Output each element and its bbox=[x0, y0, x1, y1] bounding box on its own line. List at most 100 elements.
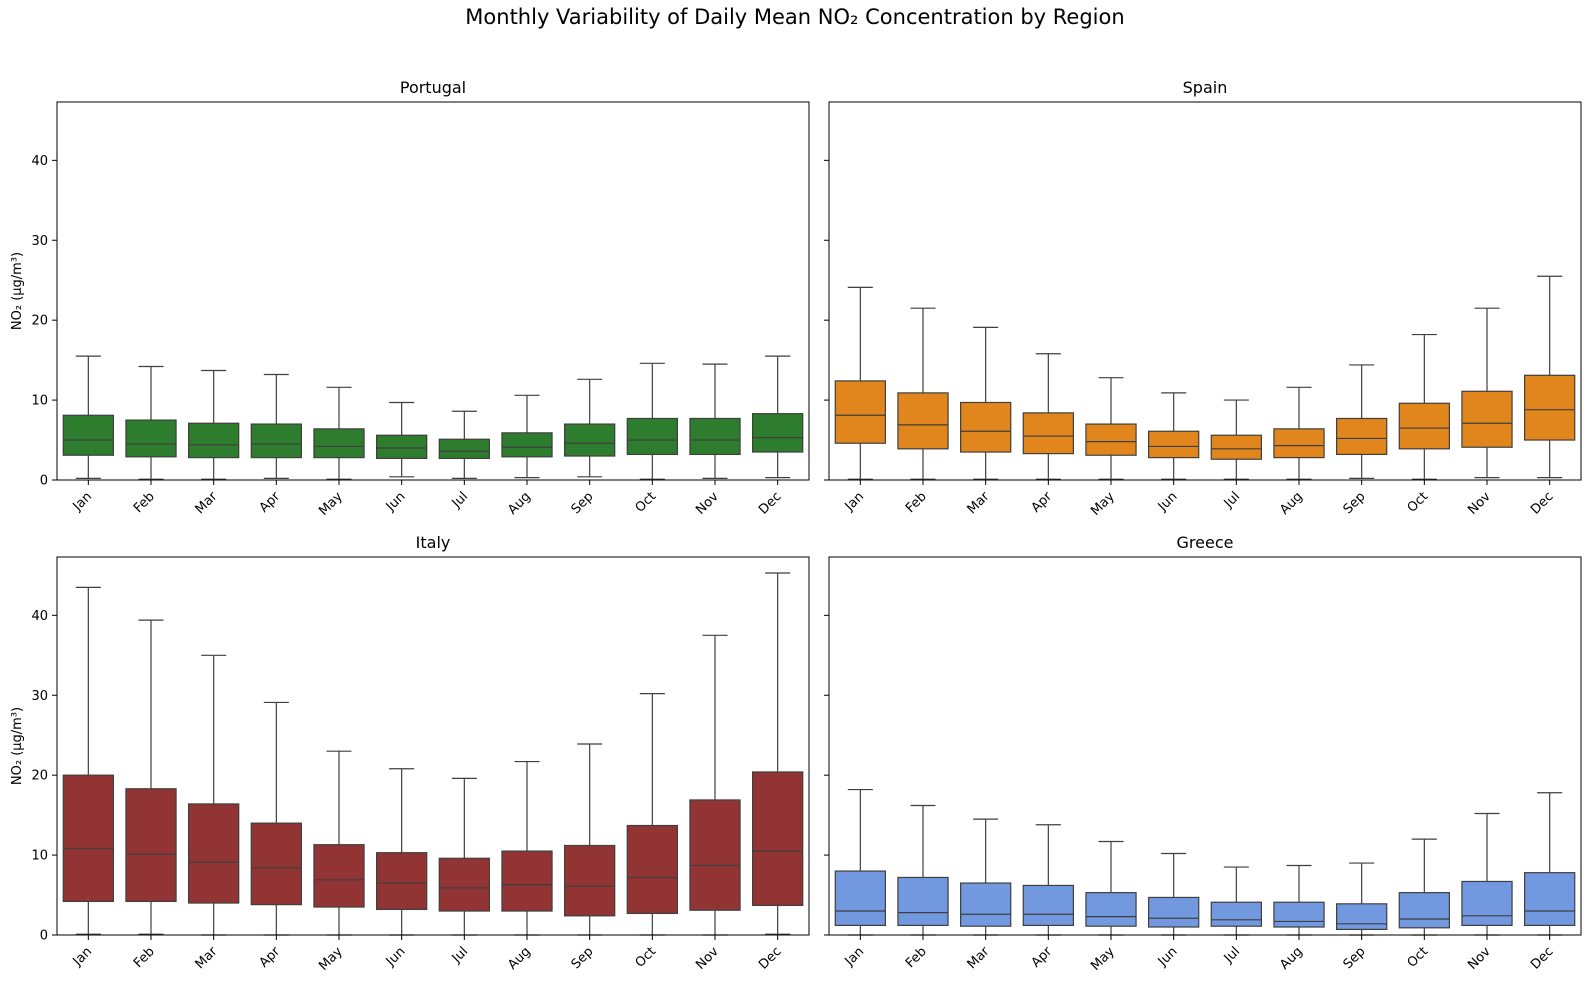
subplot-italy: Italy 0 10 20 30 40 NO₂ (µg/m³) Jan Feb Mar Apr May… bbox=[10, 533, 810, 974]
box-iqr bbox=[1210, 434, 1263, 460]
x-tick-label: Jul bbox=[449, 489, 471, 511]
box-sep bbox=[563, 378, 616, 478]
box-iqr bbox=[689, 799, 741, 911]
x-tick-label: Apr bbox=[1029, 489, 1056, 516]
box-may bbox=[313, 386, 365, 480]
box-iqr bbox=[1273, 901, 1325, 928]
x-tick-label: Feb bbox=[903, 489, 930, 516]
box-may bbox=[1085, 840, 1137, 936]
box-mar bbox=[188, 654, 240, 936]
x-tick-label: Oct bbox=[633, 489, 660, 516]
box-iqr bbox=[1022, 884, 1074, 927]
box-jan bbox=[62, 586, 115, 935]
y-axis-label: NO₂ (µg/m³) bbox=[10, 252, 25, 330]
box-iqr bbox=[834, 870, 886, 927]
box-iqr bbox=[250, 423, 302, 459]
x-tick-label: Aug bbox=[1277, 944, 1306, 973]
x-tick-label: Apr bbox=[257, 489, 284, 516]
box-iqr bbox=[1210, 901, 1263, 927]
box-iqr bbox=[751, 771, 804, 907]
subplot-title: Italy bbox=[416, 533, 451, 552]
x-tick-label: Nov bbox=[693, 489, 722, 518]
x-tick-label: Jan bbox=[70, 944, 95, 969]
box-iqr bbox=[1461, 880, 1513, 927]
box-iqr bbox=[626, 417, 678, 456]
box-feb bbox=[897, 804, 949, 936]
box-may bbox=[1085, 377, 1137, 480]
box-sep bbox=[1335, 862, 1388, 936]
y-tick-label: 40 bbox=[31, 609, 48, 624]
x-tick-label: Oct bbox=[633, 944, 660, 971]
box-iqr bbox=[1335, 417, 1388, 456]
axes-frame bbox=[828, 101, 1582, 481]
box-iqr bbox=[62, 774, 115, 903]
figure-title: Monthly Variability of Daily Mean NO₂ Co… bbox=[465, 5, 1125, 29]
box-mar bbox=[959, 818, 1012, 936]
x-tick-label: May bbox=[1088, 944, 1118, 974]
box-jul bbox=[1210, 399, 1263, 480]
box-iqr bbox=[959, 401, 1012, 453]
x-tick-label: May bbox=[316, 944, 346, 974]
y-tick-label: 20 bbox=[31, 769, 48, 784]
x-tick-label: Dec bbox=[756, 944, 784, 972]
box-iqr bbox=[1398, 402, 1451, 450]
box-dec bbox=[751, 355, 804, 479]
subplot-title: Portugal bbox=[400, 78, 466, 97]
box-iqr bbox=[313, 428, 365, 459]
box-mar bbox=[959, 326, 1012, 480]
box-apr bbox=[1022, 824, 1074, 936]
y-tick-label: 30 bbox=[31, 234, 48, 249]
axes-frame bbox=[828, 556, 1582, 936]
y-tick-label: 20 bbox=[31, 314, 48, 329]
box-iqr bbox=[1523, 872, 1576, 927]
box-mar bbox=[188, 369, 240, 480]
box-iqr bbox=[1085, 423, 1137, 456]
box-aug bbox=[501, 394, 553, 479]
y-tick-label: 30 bbox=[31, 689, 48, 704]
box-dec bbox=[1523, 275, 1576, 479]
box-iqr bbox=[1523, 374, 1576, 441]
x-tick-label: Apr bbox=[1029, 944, 1056, 971]
box-oct bbox=[626, 362, 678, 480]
box-iqr bbox=[1461, 390, 1513, 448]
box-iqr bbox=[1147, 896, 1200, 928]
subplot-spain: Spain Jan Feb Mar Apr May Jun Jul Aug Sep Oct Nov De… bbox=[824, 78, 1582, 519]
box-jan bbox=[834, 286, 886, 480]
box-jan bbox=[834, 788, 886, 936]
box-dec bbox=[751, 572, 804, 935]
box-apr bbox=[250, 373, 302, 480]
axes-frame bbox=[56, 556, 810, 936]
box-iqr bbox=[563, 423, 616, 457]
box-jun bbox=[1147, 852, 1200, 936]
box-iqr bbox=[1022, 412, 1074, 455]
x-tick-label: Sep bbox=[1341, 944, 1369, 972]
x-tick-label: Feb bbox=[903, 944, 930, 971]
x-tick-label: Aug bbox=[505, 489, 534, 518]
x-tick-label: Jul bbox=[449, 944, 471, 966]
x-tick-label: Oct bbox=[1405, 944, 1432, 971]
box-iqr bbox=[626, 824, 678, 915]
box-jan bbox=[62, 355, 115, 480]
box-iqr bbox=[751, 413, 804, 453]
y-axis-label: NO₂ (µg/m³) bbox=[10, 707, 25, 785]
box-iqr bbox=[438, 857, 490, 912]
y-tick-label: 10 bbox=[31, 849, 48, 864]
x-tick-label: Mar bbox=[193, 489, 221, 517]
box-oct bbox=[1398, 838, 1451, 936]
box-nov bbox=[1461, 307, 1513, 479]
x-tick-label: Sep bbox=[1341, 489, 1369, 517]
box-iqr bbox=[376, 852, 428, 911]
y-tick-label: 40 bbox=[31, 154, 48, 169]
x-tick-label: Oct bbox=[1405, 489, 1432, 516]
subplot-portugal: Portugal 0 10 20 30 40 NO₂ (µg/m³) Jan Feb Mar Apr… bbox=[10, 78, 810, 519]
box-iqr bbox=[959, 882, 1012, 927]
box-iqr bbox=[1398, 892, 1451, 929]
box-iqr bbox=[689, 417, 741, 456]
x-tick-label: Feb bbox=[131, 944, 158, 971]
box-iqr bbox=[62, 414, 115, 456]
x-tick-label: Nov bbox=[1465, 489, 1494, 518]
box-iqr bbox=[1335, 903, 1388, 931]
subplot-greece: Greece Jan Feb Mar Apr May Jun Jul Aug Sep Oct Nov D… bbox=[824, 533, 1582, 974]
